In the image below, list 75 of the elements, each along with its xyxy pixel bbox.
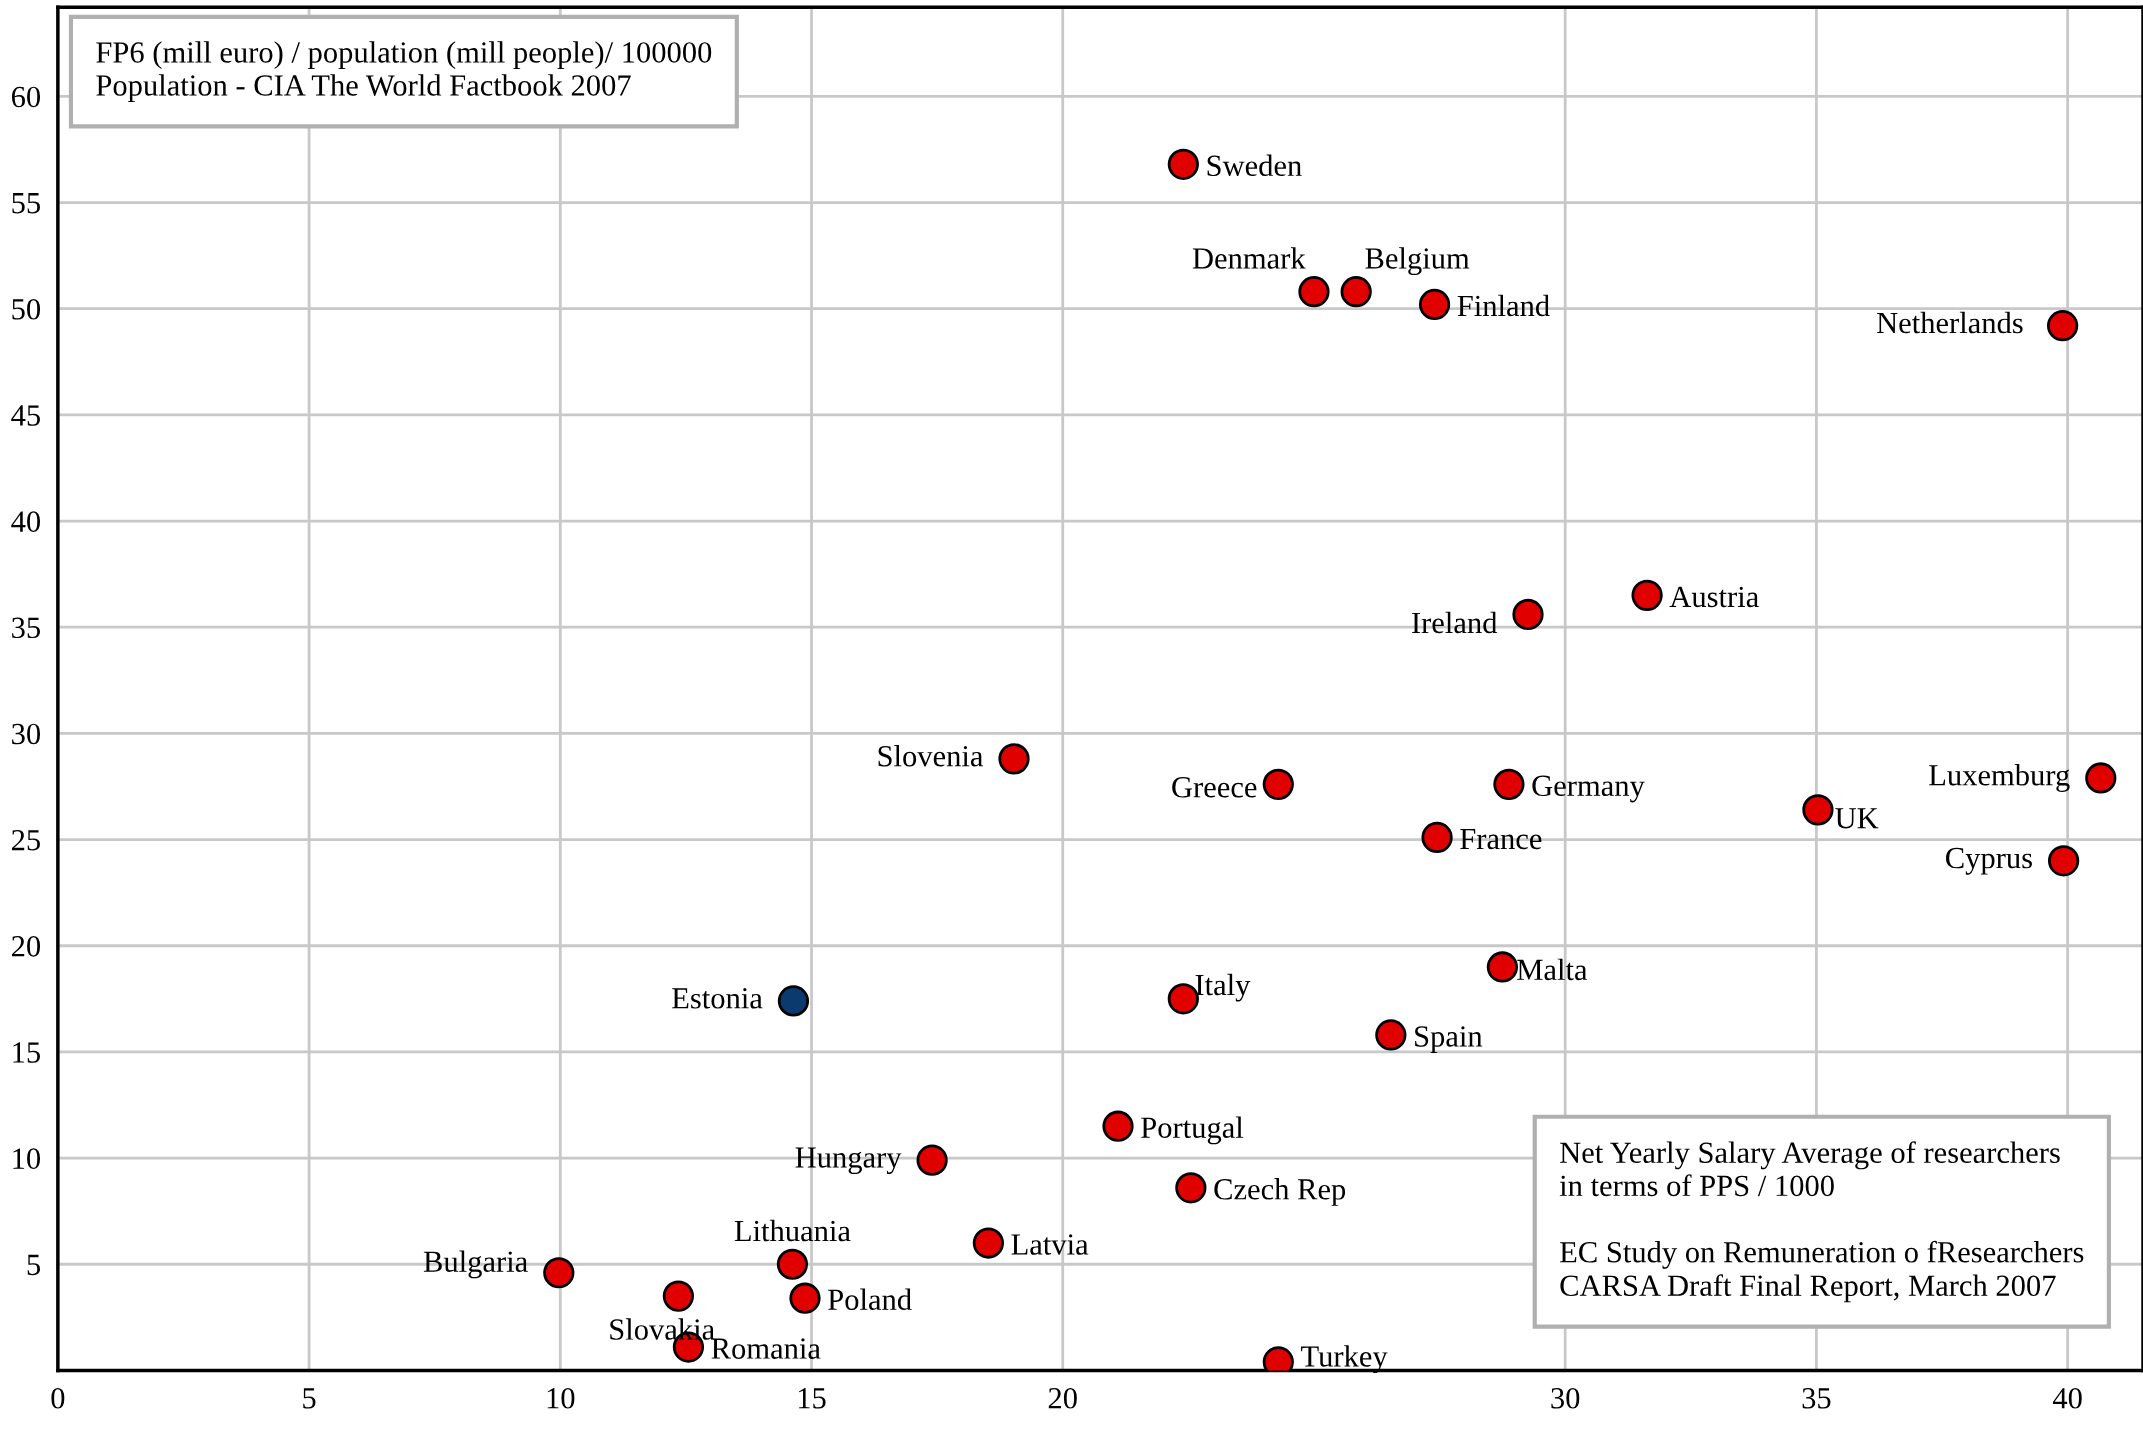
point xyxy=(998,743,1030,775)
annotation: Germany xyxy=(1532,775,1645,803)
annotation: Spain xyxy=(1415,1026,1483,1053)
annotation: Portugal xyxy=(1141,1116,1244,1145)
point xyxy=(916,1144,948,1176)
x-tick-label: 30 xyxy=(1551,1387,1580,1409)
annotation: Netherlands xyxy=(1876,311,2023,334)
point xyxy=(1418,288,1451,321)
point xyxy=(1167,148,1199,180)
annotation: Lithuania xyxy=(734,1219,851,1242)
point xyxy=(1512,598,1544,631)
annotation: Slovenia xyxy=(878,745,984,767)
x-tick-label: 20 xyxy=(1048,1387,1077,1409)
point xyxy=(1375,1019,1407,1051)
annotation: Turkey xyxy=(1301,1345,1388,1374)
x-tick-label: 40 xyxy=(2052,1387,2082,1409)
x-tick-label: 5 xyxy=(303,1388,316,1409)
point xyxy=(1493,768,1525,800)
x-tick-label: 10 xyxy=(547,1387,575,1409)
y-tick-label: 25 xyxy=(11,829,40,851)
point xyxy=(1486,951,1519,983)
x-tick-label: 0 xyxy=(51,1387,65,1409)
annotation: Poland xyxy=(828,1288,912,1311)
x-tick-label: 15 xyxy=(798,1388,826,1409)
y-tick-label: 60 xyxy=(11,86,41,108)
point xyxy=(1175,1172,1207,1204)
point xyxy=(777,985,810,1017)
annotation: FP6 (mill euro) / population (mill people)/ 100000 Population - CIA The World Factbook 2007 xyxy=(96,41,712,102)
annotation: Czech Rep xyxy=(1214,1178,1346,1206)
annotation: Hungary xyxy=(795,1147,902,1175)
annotation: Sweden xyxy=(1207,154,1302,177)
point xyxy=(1340,276,1372,308)
text: Net Yearly Salary Average of researchers in terms of PPS / 1000 EC Study on Remuneration o fResearchers CARSA Draft Final Report, March 2007 xyxy=(1559,1141,2084,1303)
annotation: Italy xyxy=(1195,973,1251,1002)
y-tick-label: 35 xyxy=(12,617,40,639)
point xyxy=(543,1257,575,1289)
x-tick-label: 35 xyxy=(1802,1388,1831,1409)
y-tick-label: 5 xyxy=(27,1254,40,1276)
annotation: Slovakia xyxy=(610,1318,715,1340)
y-tick-label: 30 xyxy=(12,723,41,745)
annotation: Cyprus xyxy=(1946,847,2032,875)
y-tick-label: 10 xyxy=(13,1148,41,1169)
y-tick-label: 50 xyxy=(12,298,41,320)
annotation: France xyxy=(1460,828,1542,850)
annotation: Latvia xyxy=(1011,1234,1089,1255)
point xyxy=(1421,821,1453,854)
point xyxy=(776,1248,809,1280)
point xyxy=(2047,845,2080,877)
annotation: Romania xyxy=(711,1338,821,1359)
annotation: Finland xyxy=(1457,294,1550,317)
y-tick-label: 45 xyxy=(11,405,40,426)
point xyxy=(789,1282,821,1314)
annotation: Ireland xyxy=(1412,611,1498,634)
point xyxy=(2046,310,2079,342)
y-tick-label: 15 xyxy=(13,1042,40,1063)
point xyxy=(1631,579,1663,611)
y-tick-label: 40 xyxy=(11,511,41,532)
y-tick-label: 20 xyxy=(11,936,41,957)
point xyxy=(1102,1110,1134,1142)
annotation: Luxemburg xyxy=(1929,764,2070,792)
point xyxy=(662,1280,694,1312)
annotation: Malta xyxy=(1517,958,1588,981)
annotation: Estonia xyxy=(672,988,763,1009)
annotation: UK xyxy=(1835,808,1879,829)
point xyxy=(1802,794,1834,826)
annotation: Austria xyxy=(1669,586,1759,608)
point xyxy=(1298,276,1330,308)
y-tick-label: 55 xyxy=(12,193,40,214)
annotation: Denmark xyxy=(1192,247,1306,269)
annotation: Greece xyxy=(1172,777,1257,798)
annotation: Bulgaria xyxy=(423,1250,528,1279)
point xyxy=(2085,762,2117,794)
point xyxy=(972,1227,1005,1259)
point xyxy=(1262,768,1294,800)
annotation: Belgium xyxy=(1365,247,1470,276)
